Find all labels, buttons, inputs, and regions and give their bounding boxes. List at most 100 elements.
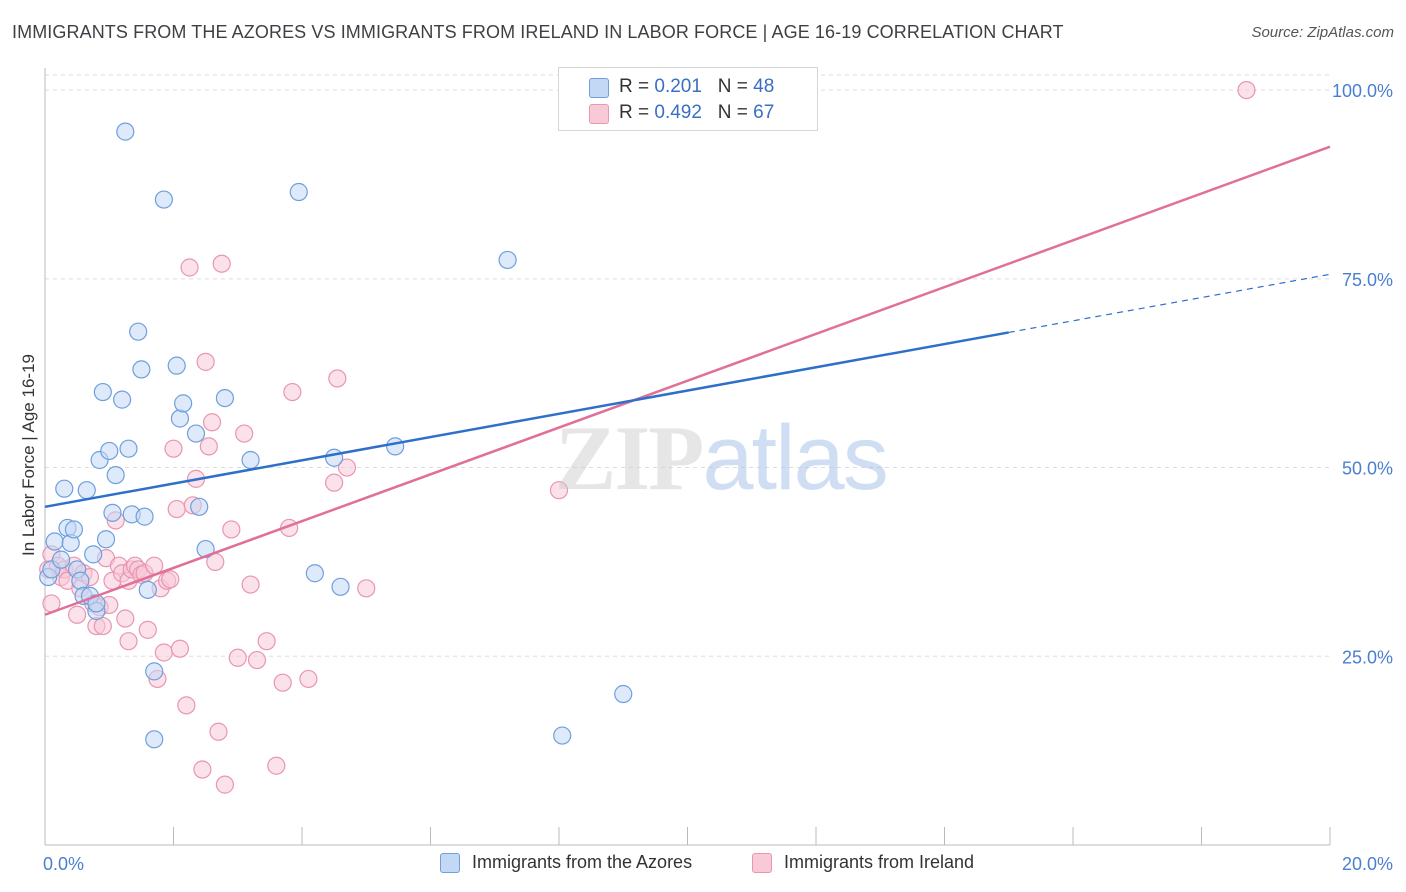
point-azores-31 (145, 730, 164, 749)
point-azores-39 (215, 388, 234, 408)
point-ireland-54 (235, 424, 254, 443)
point-ireland-65 (337, 458, 357, 477)
point-azores-32 (154, 190, 173, 209)
point-ireland-38 (167, 499, 186, 519)
y-tick-label-0: 25.0% (1342, 647, 1393, 667)
point-azores-20 (103, 503, 122, 522)
point-azores-34 (170, 409, 190, 428)
point-azores-47 (553, 726, 572, 745)
point-azores-23 (116, 122, 135, 141)
point-azores-13 (84, 545, 103, 564)
legend-n-azores: 48 (753, 76, 775, 97)
point-ireland-30 (138, 620, 157, 639)
point-azores-28 (135, 507, 154, 526)
point-ireland-49 (209, 722, 228, 741)
y-axis-label: In Labor Force | Age 16-19 (19, 354, 38, 556)
point-ireland-56 (247, 650, 267, 670)
point-azores-27 (132, 360, 151, 379)
point-azores-24 (119, 439, 138, 458)
point-ireland-53 (228, 648, 247, 667)
point-azores-3 (51, 550, 71, 569)
point-ireland-62 (299, 669, 318, 689)
point-azores-45 (386, 437, 405, 456)
point-azores-4 (55, 479, 74, 498)
point-ireland-8 (68, 605, 87, 624)
point-azores-9 (71, 571, 90, 590)
point-azores-40 (241, 450, 260, 470)
point-ireland-57 (257, 632, 276, 651)
point-azores-19 (100, 441, 119, 461)
source-label: Source: ZipAtlas.com (1251, 24, 1394, 41)
x-tick-label-0: 0.0% (43, 854, 84, 874)
point-azores-18 (96, 530, 116, 549)
point-ireland-50 (212, 254, 231, 273)
point-azores-35 (174, 394, 193, 413)
point-ireland-66 (357, 579, 376, 598)
legend: R = 0.201 N = 48 R = 0.492 N = 67 (558, 67, 818, 131)
point-ireland-40 (177, 696, 196, 715)
point-ireland-63 (325, 473, 344, 492)
legend-n-ireland: 67 (753, 102, 775, 123)
y-tick-label-1: 50.0% (1342, 459, 1393, 479)
point-ireland-47 (202, 413, 222, 432)
point-ireland-34 (154, 643, 173, 662)
point-azores-2 (45, 532, 64, 551)
point-azores-46 (498, 250, 517, 270)
point-ireland-44 (193, 760, 212, 779)
point-azores-48 (614, 684, 633, 704)
trend-line-azores (44, 331, 1009, 509)
point-azores-33 (167, 356, 186, 375)
x-tick-labels: 0.0% 20.0% (43, 854, 1393, 874)
point-ireland-39 (170, 639, 190, 658)
point-ireland-45 (196, 352, 215, 371)
point-ireland-59 (273, 673, 292, 692)
point-ireland-64 (328, 369, 347, 388)
point-azores-21 (106, 465, 125, 485)
point-azores-36 (186, 424, 206, 443)
grid-lines (45, 74, 1330, 657)
point-ireland-58 (267, 756, 286, 775)
point-azores-17 (93, 382, 112, 402)
chart-title: IMMIGRANTS FROM THE AZORES VS IMMIGRANTS… (12, 22, 1064, 42)
trend-lines (44, 145, 1331, 616)
point-azores-44 (331, 577, 350, 596)
y-tick-label-2: 75.0% (1342, 270, 1393, 290)
point-azores-29 (138, 580, 157, 599)
point-ireland-51 (215, 775, 234, 794)
point-azores-43 (325, 448, 344, 467)
legend-r-ireland: 0.492 (654, 102, 702, 123)
series-azores-points (39, 80, 765, 749)
point-ireland-24 (119, 632, 138, 651)
bottom-legend-swatch-ireland (752, 853, 772, 873)
point-ireland-68 (1237, 80, 1256, 100)
point-azores-37 (190, 497, 209, 516)
legend-swatch-azores (589, 78, 609, 98)
point-ireland-52 (222, 520, 241, 539)
point-ireland-46 (199, 437, 218, 456)
point-ireland-36 (161, 570, 180, 589)
point-azores-26 (129, 322, 148, 341)
legend-r-azores: 0.201 (654, 76, 702, 97)
point-ireland-55 (241, 575, 260, 594)
point-azores-7 (64, 520, 84, 539)
trend-line-azores-extension (1008, 273, 1331, 334)
trend-line-ireland (44, 145, 1331, 616)
y-tick-label-3: 100.0% (1332, 81, 1393, 101)
point-azores-42 (305, 564, 324, 583)
point-ireland-41 (180, 258, 199, 277)
point-azores-22 (112, 390, 132, 409)
point-ireland-37 (164, 439, 183, 458)
watermark: ZIPatlas (555, 407, 889, 509)
point-azores-41 (289, 182, 308, 202)
axes (44, 68, 1331, 846)
point-ireland-22 (116, 609, 135, 628)
point-azores-30 (145, 662, 164, 681)
legend-swatch-ireland (589, 104, 609, 124)
y-tick-labels: 25.0% 50.0% 75.0% 100.0% (1332, 81, 1393, 667)
point-ireland-61 (283, 382, 302, 402)
x-tick-label-1: 20.0% (1342, 854, 1393, 874)
bottom-legend-swatch-azores (440, 853, 460, 873)
point-ireland-67 (549, 481, 569, 500)
point-azores-11 (77, 481, 96, 500)
